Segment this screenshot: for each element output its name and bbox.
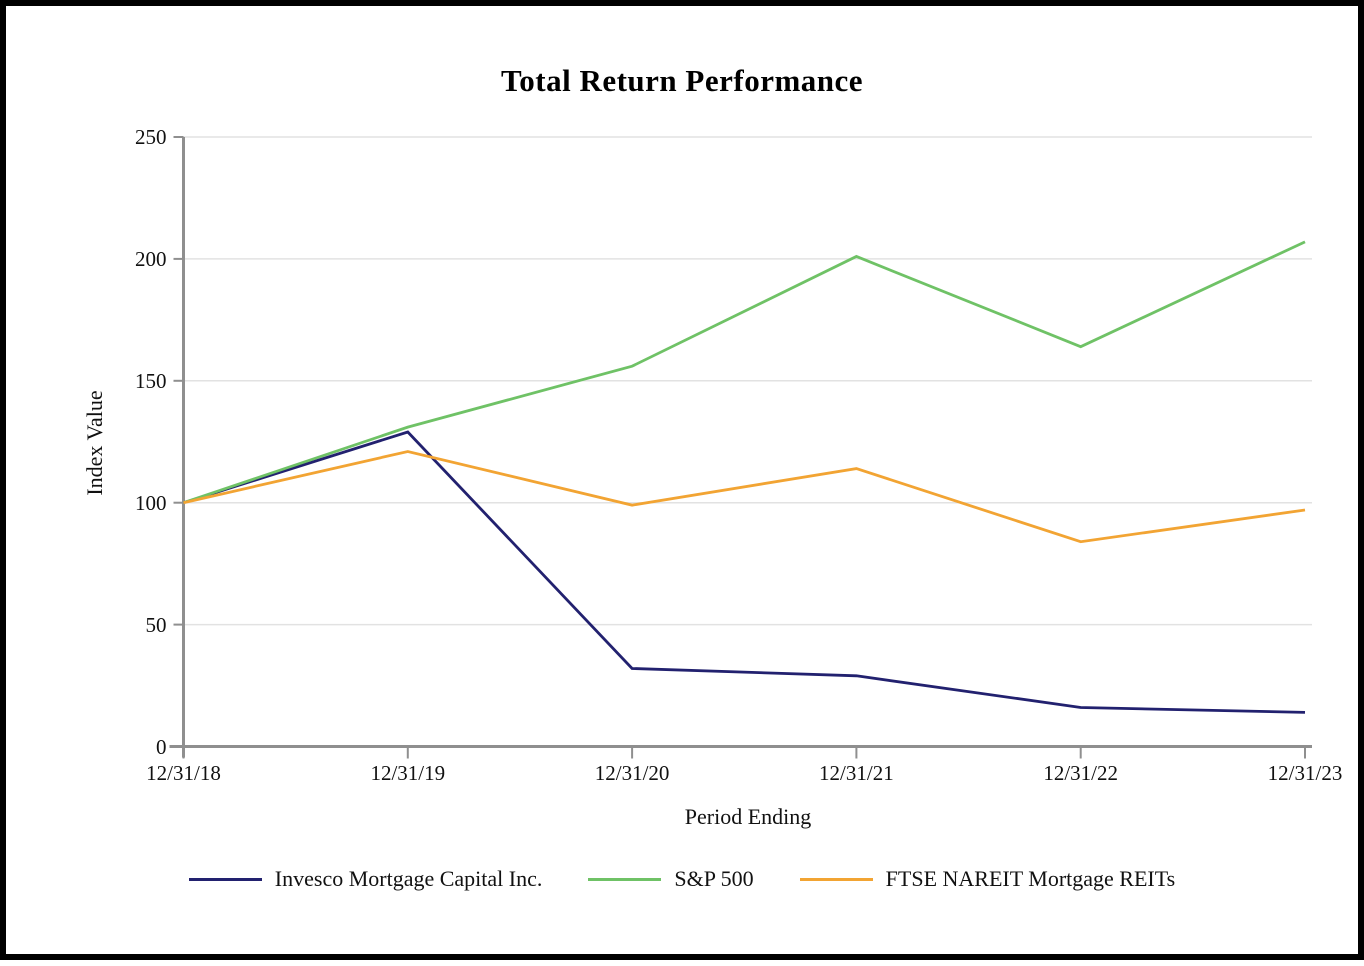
x-tick-label-4: 12/31/22 xyxy=(1043,760,1119,785)
y-tick-label-150: 150 xyxy=(135,368,167,393)
legend-line-swatch-sp500 xyxy=(588,877,662,881)
x-tick-label-1: 12/31/19 xyxy=(370,760,446,785)
x-axis-title: Period Ending xyxy=(684,804,812,829)
legend-item-sp500: S&P 500 xyxy=(588,866,754,892)
chart-plot-area xyxy=(169,136,1312,759)
legend-line-swatch-invesco xyxy=(188,877,262,881)
y-tick-label-0: 0 xyxy=(156,734,167,759)
legend-label-sp500: S&P 500 xyxy=(674,866,754,891)
legend-item-invesco: Invesco Mortgage Capital Inc. xyxy=(188,866,543,892)
y-tick-label-50: 50 xyxy=(145,612,167,637)
legend-label-ftse-nareit: FTSE NAREIT Mortgage REITs xyxy=(885,866,1176,891)
y-tick-label-100: 100 xyxy=(135,490,167,515)
y-tick-label-200: 200 xyxy=(135,246,167,271)
x-tick-label-0: 12/31/18 xyxy=(146,760,221,785)
y-tick-label-250: 250 xyxy=(135,125,167,149)
series-line-0 xyxy=(183,430,1306,714)
x-tick-label-3: 12/31/21 xyxy=(819,760,894,785)
series-line-2 xyxy=(183,450,1306,544)
legend-item-ftse-nareit: FTSE NAREIT Mortgage REITs xyxy=(799,866,1176,892)
x-tick-label-2: 12/31/20 xyxy=(594,760,670,785)
series-line-1 xyxy=(183,240,1306,505)
y-axis-title: Index Value xyxy=(82,390,107,496)
legend: Invesco Mortgage Capital Inc. S&P 500 FT… xyxy=(6,862,1358,896)
legend-label-invesco: Invesco Mortgage Capital Inc. xyxy=(274,866,543,891)
x-tick-label-5: 12/31/23 xyxy=(1267,760,1343,785)
chart-title: Total Return Performance xyxy=(500,63,864,98)
legend-line-swatch-ftse-nareit xyxy=(799,877,873,881)
